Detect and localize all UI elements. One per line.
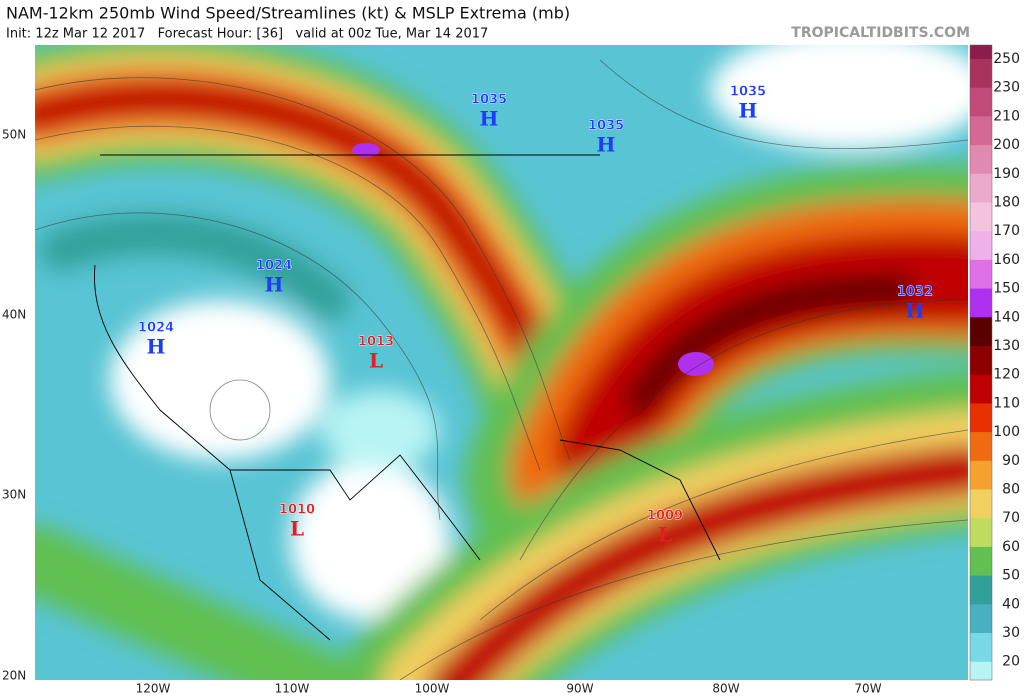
colorbar-frame: [969, 44, 993, 681]
pressure-symbol: L: [290, 517, 304, 541]
pressure-value: 1032: [897, 285, 933, 300]
latitude-label: 40N: [2, 308, 26, 322]
colorbar-label: 20: [1002, 654, 1020, 670]
colorbar-swatch: [970, 518, 992, 548]
longitude-label: 80W: [712, 682, 739, 696]
colorbar-swatch: [970, 661, 992, 681]
pressure-value: 1010: [279, 503, 315, 518]
pressure-symbol: H: [265, 273, 284, 297]
colorbar-swatch: [970, 288, 992, 318]
colorbar-label: 160: [993, 252, 1020, 268]
pressure-symbol: H: [147, 335, 166, 359]
colorbar-label: 80: [1002, 482, 1020, 498]
max-wind-area: [678, 352, 714, 376]
colorbar-swatch: [970, 116, 992, 146]
colorbar-label: 70: [1002, 510, 1020, 526]
longitude-label: 70W: [854, 682, 881, 696]
colorbar-swatch: [970, 59, 992, 89]
map: [35, 45, 968, 680]
colorbar-label: 30: [1002, 625, 1020, 641]
colorbar-label: 60: [1002, 539, 1020, 555]
colorbar-label: 150: [993, 281, 1020, 297]
pressure-symbol: L: [369, 349, 383, 373]
streamlines: [35, 59, 968, 680]
colorbar-label: 170: [993, 223, 1020, 239]
colorbar-swatch: [970, 87, 992, 117]
colorbar-label: 90: [1002, 453, 1020, 469]
colorbar-swatch: [970, 604, 992, 634]
longitude-label: 90W: [566, 682, 593, 696]
colorbar-swatch: [970, 633, 992, 663]
colorbar-swatch: [970, 317, 992, 347]
colorbar-swatch: [970, 489, 992, 519]
colorbar-swatch: [970, 374, 992, 404]
colorbar-swatch: [970, 173, 992, 203]
colorbar-swatch: [970, 259, 992, 290]
colorbar-label: 230: [993, 80, 1020, 96]
colorbar-label: 100: [993, 424, 1020, 440]
pressure-value: 1035: [471, 93, 507, 108]
colorbar-swatch: [970, 546, 992, 577]
latitude-label: 20N: [2, 669, 26, 683]
colorbar-label: 250: [993, 51, 1020, 67]
colorbar-swatch: [970, 45, 992, 60]
pressure-symbol: L: [658, 523, 672, 547]
colorbar-swatch: [970, 403, 992, 433]
colorbar-swatch: [970, 432, 992, 462]
colorbar-swatch: [970, 202, 992, 232]
colorbar-swatch: [970, 145, 992, 175]
colorbar-label: 200: [993, 137, 1020, 153]
pressure-value: 1024: [256, 259, 292, 274]
colorbar-label: 180: [993, 195, 1020, 211]
latitude-label: 50N: [2, 128, 26, 142]
site-label: TROPICALTIDBITS.COM: [791, 25, 970, 41]
max-wind-area: [352, 143, 380, 157]
colorbar-label: 50: [1002, 568, 1020, 584]
longitude-label: 110W: [275, 682, 310, 696]
pressure-symbol: H: [906, 299, 925, 323]
colorbar-label: 210: [993, 108, 1020, 124]
colorbar-swatch: [970, 460, 992, 490]
colorbar-label: 40: [1002, 596, 1020, 612]
colorbar-label: 120: [993, 367, 1020, 383]
colorbar-swatch: [970, 346, 992, 376]
pressure-value: 1013: [358, 335, 394, 350]
longitude-label: 120W: [136, 682, 171, 696]
subtitle: Init: 12z Mar 12 2017 Forecast Hour: [36…: [6, 27, 488, 42]
pressure-value: 1024: [138, 321, 174, 336]
colorbar-swatch: [970, 231, 992, 261]
pressure-symbol: H: [597, 133, 616, 157]
colorbar-label: 190: [993, 166, 1020, 182]
colorbar-label: 110: [993, 395, 1020, 411]
borders: [94, 154, 721, 641]
colorbar: 250 230 210 200 190 180 170 160 150 140 130 120 110 1…: [969, 44, 1020, 681]
latitude-label: 30N: [2, 488, 26, 502]
longitude-label: 100W: [415, 682, 450, 696]
pressure-value: 1009: [647, 509, 683, 524]
pressure-symbol: H: [480, 107, 499, 131]
map-axes: 50N 40N 30N 20N 120W 110W 100W 90W 80W 70W: [2, 128, 882, 696]
pressure-value: 1035: [588, 119, 624, 134]
pressure-symbol: H: [739, 99, 758, 123]
colorbar-swatch: [970, 575, 992, 605]
pressure-value: 1035: [730, 85, 766, 100]
colorbar-label: 140: [993, 309, 1020, 325]
colorbar-label: 130: [993, 338, 1020, 354]
title: NAM-12km 250mb Wind Speed/Streamlines (k…: [6, 4, 570, 23]
